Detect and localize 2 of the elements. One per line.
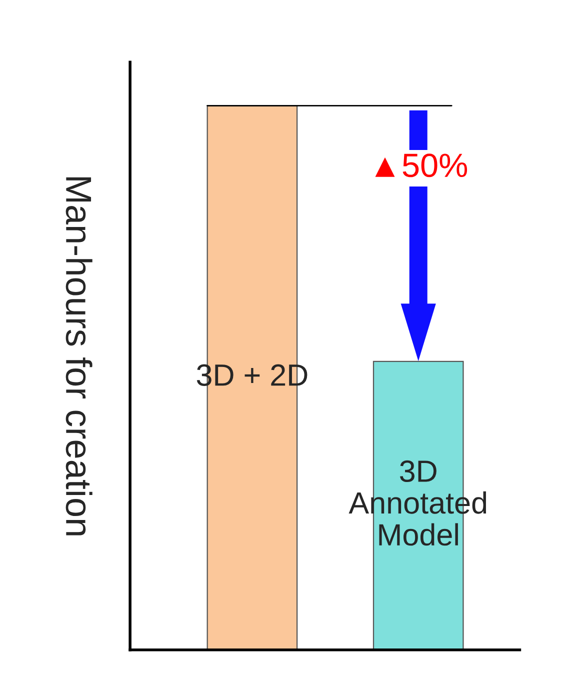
annotation: ▲50% [375, 154, 468, 178]
y-axis-title: Man-hours for creation [66, 177, 92, 536]
